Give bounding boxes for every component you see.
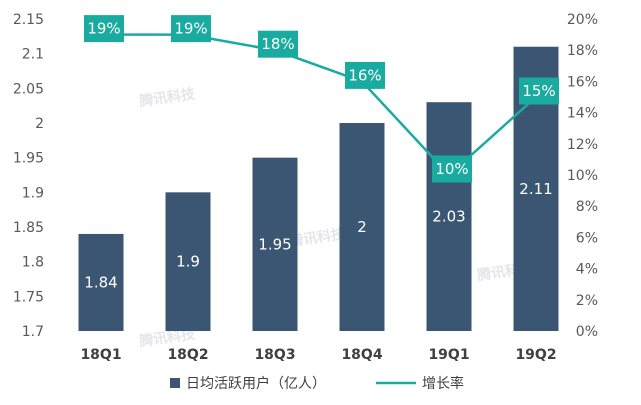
growth-point-19Q1: 10%: [432, 155, 472, 183]
growth-label-box: [258, 30, 298, 58]
category-label: 18Q3: [254, 347, 295, 363]
left-tick-label: 1.75: [13, 289, 44, 305]
bar-value-labels: 1.84 1.9 1.95 2 2.03 2.11: [84, 180, 552, 292]
left-tick-label: 1.8: [22, 255, 44, 271]
legend-label-bars: 日均活跃用户（亿人）: [186, 375, 326, 392]
right-tick-label: 14%: [567, 106, 598, 122]
left-tick-label: 2.1: [22, 47, 44, 63]
bar-18Q2: [165, 192, 211, 331]
right-tick-label: 6%: [576, 230, 598, 246]
growth-value-label: 16%: [348, 66, 381, 84]
right-tick-label: 20%: [567, 12, 598, 28]
right-tick-label: 8%: [576, 199, 598, 215]
legend: 日均活跃用户（亿人） 增长率: [170, 375, 464, 392]
legend-item-bars: 日均活跃用户（亿人）: [170, 375, 326, 392]
left-tick-label: 1.7: [22, 324, 44, 340]
growth-point-19Q2: 15%: [519, 77, 559, 105]
bar-19Q1: [426, 102, 472, 331]
growth-value-label: 19%: [174, 20, 207, 38]
right-tick-label: 0%: [576, 324, 598, 340]
category-label: 18Q2: [167, 347, 208, 363]
left-tick-label: 2.05: [13, 81, 44, 97]
growth-label-box: [84, 15, 124, 43]
growth-label-box: [171, 15, 211, 43]
bar-18Q3: [252, 157, 298, 331]
category-label: 18Q4: [341, 347, 382, 363]
right-tick-label: 16%: [567, 74, 598, 90]
category-label: 19Q2: [515, 347, 556, 363]
right-tick-label: 2%: [576, 293, 598, 309]
growth-value-labels: 19% 19% 18% 16% 10% 15%: [84, 15, 559, 183]
growth-point-18Q3: 18%: [258, 30, 298, 58]
growth-label-box: [432, 155, 472, 183]
right-axis: 0% 2% 4% 6% 8% 10% 12% 14% 16% 18% 20%: [567, 12, 598, 340]
bar-18Q4: [339, 123, 385, 331]
right-tick-label: 4%: [576, 262, 598, 278]
growth-point-18Q1: 19%: [84, 15, 124, 43]
left-tick-label: 1.9: [22, 185, 44, 201]
bar-value-label: 1.95: [258, 235, 291, 253]
bar-value-label: 1.9: [176, 253, 200, 271]
left-tick-label: 2.15: [13, 12, 44, 28]
left-tick-label: 1.95: [13, 151, 44, 167]
growth-value-label: 10%: [435, 160, 468, 178]
bar-value-label: 2: [357, 218, 367, 236]
growth-value-label: 18%: [261, 35, 294, 53]
growth-label-box: [519, 77, 559, 105]
category-axis: 18Q1 18Q2 18Q3 18Q4 19Q1 19Q2: [80, 347, 556, 363]
growth-point-18Q4: 16%: [345, 61, 385, 89]
growth-value-label: 15%: [522, 82, 555, 100]
bar-series: [78, 46, 559, 331]
left-tick-label: 1.85: [13, 220, 44, 236]
growth-point-18Q2: 19%: [171, 15, 211, 43]
category-label: 18Q1: [80, 347, 121, 363]
legend-label-line: 增长率: [422, 375, 464, 392]
left-axis: 1.7 1.75 1.8 1.85 1.9 1.95 2 2.05 2.1 2.15: [13, 12, 44, 340]
right-tick-label: 18%: [567, 43, 598, 59]
right-tick-label: 10%: [567, 168, 598, 184]
left-tick-label: 2: [35, 116, 44, 132]
growth-value-label: 19%: [87, 20, 120, 38]
category-label: 19Q1: [428, 347, 469, 363]
bar-value-label: 2.11: [519, 180, 552, 198]
bar-value-label: 2.03: [432, 208, 465, 226]
legend-item-line: 增长率: [376, 375, 464, 392]
legend-swatch-bars: [170, 378, 180, 388]
bar-18Q1: [78, 233, 124, 331]
bar-value-label: 1.84: [84, 273, 117, 291]
growth-label-box: [345, 61, 385, 89]
right-tick-label: 12%: [567, 137, 598, 153]
watermark-text: 腾讯科技: [138, 85, 197, 110]
